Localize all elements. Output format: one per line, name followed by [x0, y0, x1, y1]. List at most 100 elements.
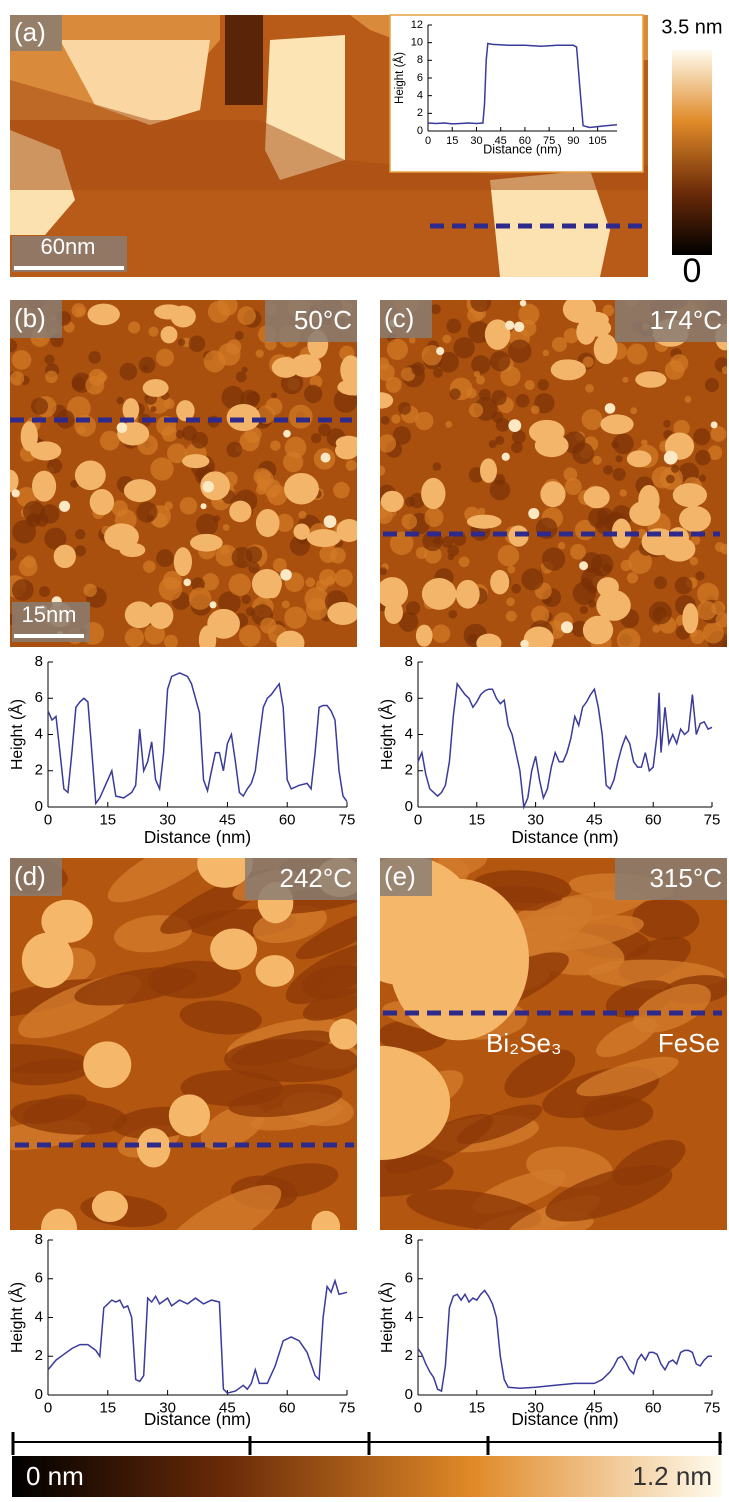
island: [584, 486, 610, 508]
colorbar: [12, 1456, 722, 1497]
island: [104, 523, 139, 550]
island: [673, 483, 707, 507]
x-tick-label: 0: [425, 135, 431, 147]
texture: [159, 577, 183, 601]
texture: [471, 355, 490, 374]
texture: [333, 482, 350, 499]
y-tick-label: 0: [417, 125, 423, 137]
island: [41, 1209, 77, 1249]
texture: [236, 371, 247, 382]
texture: [150, 457, 173, 480]
texture: [31, 398, 48, 415]
annotation: Bi₂Se₃: [486, 1028, 562, 1058]
texture: [432, 624, 450, 642]
texture: [391, 414, 400, 423]
island: [514, 322, 524, 332]
island: [384, 601, 403, 624]
island: [41, 900, 92, 943]
x-axis-label: Distance (nm): [483, 142, 562, 156]
y-axis-label: Height (Å): [7, 1282, 26, 1353]
y-tick-label: 2: [417, 107, 423, 119]
x-tick-label: 60: [645, 811, 662, 828]
y-tick-label: 0: [405, 1386, 413, 1403]
texture: [75, 529, 85, 539]
temperature: 174°C: [649, 305, 722, 335]
island: [307, 529, 341, 547]
profile-line: [48, 1281, 347, 1393]
island: [256, 955, 295, 987]
texture: [237, 306, 256, 325]
texture: [387, 339, 408, 360]
texture: [386, 377, 402, 393]
island: [2, 470, 19, 493]
island: [528, 508, 539, 519]
texture: [693, 428, 710, 445]
texture: [498, 545, 519, 566]
texture: [424, 508, 443, 527]
y-tick-label: 4: [405, 725, 413, 742]
x-tick-label: 15: [446, 135, 458, 147]
texture: [670, 354, 688, 372]
texture: [649, 601, 672, 624]
texture: [23, 555, 36, 568]
x-tick-label: 15: [99, 811, 116, 828]
texture: [630, 407, 637, 414]
island: [563, 295, 596, 323]
y-tick-label: 8: [35, 1231, 43, 1248]
texture: [116, 397, 123, 404]
y-tick-label: 8: [417, 54, 423, 66]
island: [422, 578, 457, 610]
island: [508, 419, 521, 432]
texture: [603, 465, 613, 475]
y-tick-label: 8: [405, 653, 413, 670]
island: [117, 422, 128, 433]
texture: [282, 601, 290, 609]
texture: [508, 566, 516, 574]
texture: [537, 379, 548, 390]
y-tick-label: 4: [35, 1308, 43, 1325]
texture: [88, 351, 101, 364]
texture: [311, 433, 321, 443]
island: [335, 442, 359, 460]
colorbar-min: 0 nm: [26, 1461, 84, 1491]
y-axis-label: Height (Å): [377, 699, 396, 770]
y-tick-label: 0: [35, 1386, 43, 1403]
island: [480, 458, 497, 483]
x-tick-label: 15: [99, 1399, 116, 1416]
y-tick-label: 6: [35, 689, 43, 706]
texture: [12, 579, 34, 601]
texture: [469, 403, 483, 417]
x-tick-label: 60: [645, 1399, 662, 1416]
texture: [164, 398, 175, 409]
colorbar-ticks: [13, 1432, 720, 1455]
island: [600, 414, 633, 434]
texture: [239, 625, 261, 647]
island: [321, 453, 331, 463]
island: [174, 547, 192, 576]
texture: [442, 335, 451, 344]
texture: [490, 480, 511, 501]
x-axis-label: Distance (nm): [144, 827, 251, 847]
texture: [585, 384, 594, 393]
texture: [573, 582, 596, 605]
texture: [531, 405, 540, 414]
texture: [128, 321, 140, 333]
texture: [468, 634, 478, 644]
texture: [271, 392, 277, 398]
y-tick-label: 6: [417, 72, 423, 84]
texture: [260, 617, 276, 633]
texture: [622, 377, 628, 383]
panel-label: (d): [14, 861, 46, 891]
texture: [346, 460, 357, 471]
texture: [398, 402, 411, 415]
texture: [83, 584, 96, 597]
texture: [208, 301, 230, 323]
texture: [583, 1096, 654, 1131]
texture: [229, 574, 251, 596]
panel-label: (c): [384, 303, 414, 333]
texture: [627, 344, 648, 365]
island: [520, 300, 526, 306]
texture: [617, 628, 641, 652]
island: [679, 506, 711, 532]
island: [638, 485, 659, 515]
